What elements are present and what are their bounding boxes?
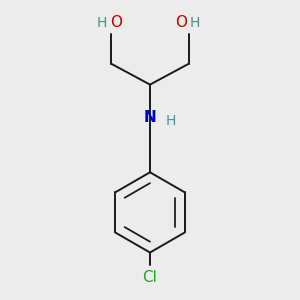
Text: H: H — [97, 16, 107, 30]
Text: O: O — [110, 15, 122, 30]
Text: H: H — [190, 16, 200, 30]
Text: O: O — [175, 15, 187, 30]
Text: H: H — [166, 114, 176, 128]
Text: Cl: Cl — [142, 270, 158, 285]
Text: N: N — [144, 110, 156, 125]
